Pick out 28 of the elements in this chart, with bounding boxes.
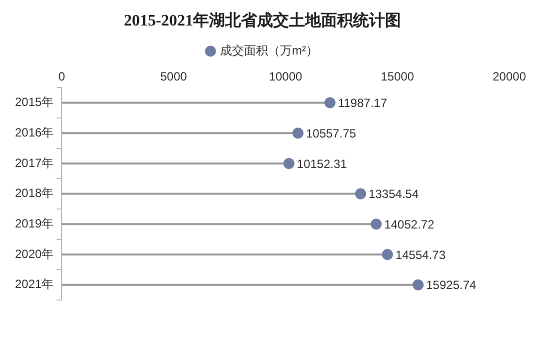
y-tick-label: 2019年 bbox=[14, 216, 54, 230]
x-tick-label: 15000 bbox=[380, 70, 414, 84]
data-label: 14052.72 bbox=[384, 217, 435, 232]
legend-label: 成交面积（万m²） bbox=[220, 44, 318, 58]
y-tick-label: 2021年 bbox=[14, 277, 54, 292]
point bbox=[283, 158, 294, 169]
data-label: 10152.31 bbox=[296, 156, 348, 171]
point bbox=[324, 97, 336, 108]
data-label: 10557.75 bbox=[306, 126, 356, 140]
point bbox=[382, 248, 393, 260]
point bbox=[292, 128, 304, 139]
y-tick-label: 2015年 bbox=[14, 95, 54, 110]
y-tick-label: 2017年 bbox=[14, 156, 54, 170]
point bbox=[412, 279, 424, 290]
data-label: 14554.73 bbox=[395, 248, 446, 262]
y-tick-label: 2020年 bbox=[14, 246, 54, 261]
data-label: 15925.74 bbox=[426, 278, 477, 292]
point bbox=[370, 218, 382, 230]
x-tick-label: 5000 bbox=[160, 70, 188, 84]
x-tick-label: 20000 bbox=[492, 70, 526, 84]
x-tick-label: 10000 bbox=[268, 70, 303, 84]
point bbox=[355, 188, 366, 200]
data-label: 11987.17 bbox=[338, 96, 388, 110]
data-label: 13354.54 bbox=[368, 187, 419, 202]
chart-title: 2015-2021年湖北省成交土地面积统计图 bbox=[124, 10, 402, 30]
y-tick-label: 2018年 bbox=[14, 186, 54, 200]
x-tick-label: 0 bbox=[58, 70, 66, 84]
y-tick-label: 2016年 bbox=[14, 125, 54, 140]
